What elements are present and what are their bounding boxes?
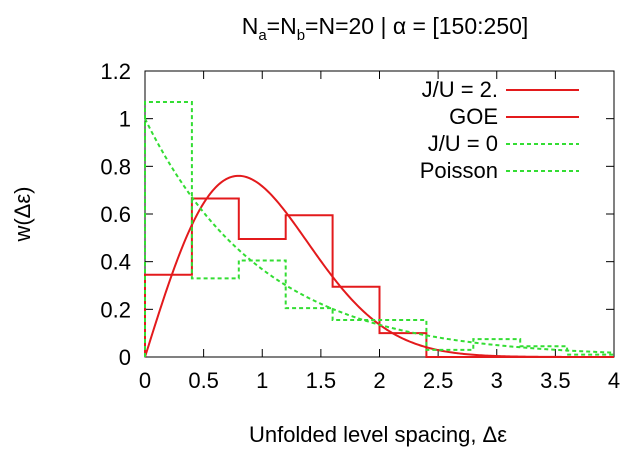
x-tick-label: 1.5 — [306, 368, 337, 393]
x-tick-label: 3 — [491, 368, 503, 393]
series-0 — [144, 197, 614, 358]
y-tick-label: 0.2 — [100, 297, 131, 322]
y-axis-label: w(Δε) — [10, 186, 35, 242]
y-tick-label: 1.2 — [100, 59, 131, 84]
x-axis-ticks: 0 0.5 1 1.5 2 2.5 3 3.5 4 — [139, 71, 620, 393]
y-tick-label: 0.6 — [100, 202, 131, 227]
chart-title: Na=Nb=N=20 | α = [150:250] — [242, 13, 529, 44]
series-line-2 — [144, 100, 614, 357]
legend-label: J/U = 2. — [422, 77, 498, 102]
series-line-3 — [144, 118, 615, 354]
title-rest: =N=20 | α = [150:250] — [305, 13, 528, 39]
series-line-0 — [144, 197, 614, 358]
legend-label: Poisson — [420, 158, 498, 183]
title-prefix: N — [242, 13, 259, 39]
y-tick-label: 1 — [119, 107, 131, 132]
x-tick-label: 2 — [373, 368, 385, 393]
x-tick-label: 3.5 — [540, 368, 571, 393]
series-3 — [144, 118, 615, 354]
x-tick-label: 1 — [256, 368, 268, 393]
title-sub-b: b — [297, 27, 305, 44]
legend-label: J/U = 0 — [428, 131, 498, 156]
legend-label: GOE — [449, 104, 498, 129]
y-tick-label: 0.4 — [100, 250, 131, 275]
title-eq1: =N — [267, 13, 297, 39]
series-2 — [144, 100, 614, 357]
x-tick-label: 0 — [139, 368, 151, 393]
x-tick-label: 0.5 — [188, 368, 219, 393]
y-tick-label: 0 — [119, 345, 131, 370]
x-tick-label: 2.5 — [423, 368, 454, 393]
y-tick-label: 0.8 — [100, 154, 131, 179]
x-axis-label: Unfolded level spacing, Δε — [249, 422, 507, 447]
series-layer — [144, 100, 615, 358]
y-axis-ticks: 0 0.2 0.4 0.6 0.8 1 1.2 — [100, 59, 614, 370]
title-sub-a: a — [258, 27, 267, 44]
x-tick-label: 4 — [608, 368, 620, 393]
